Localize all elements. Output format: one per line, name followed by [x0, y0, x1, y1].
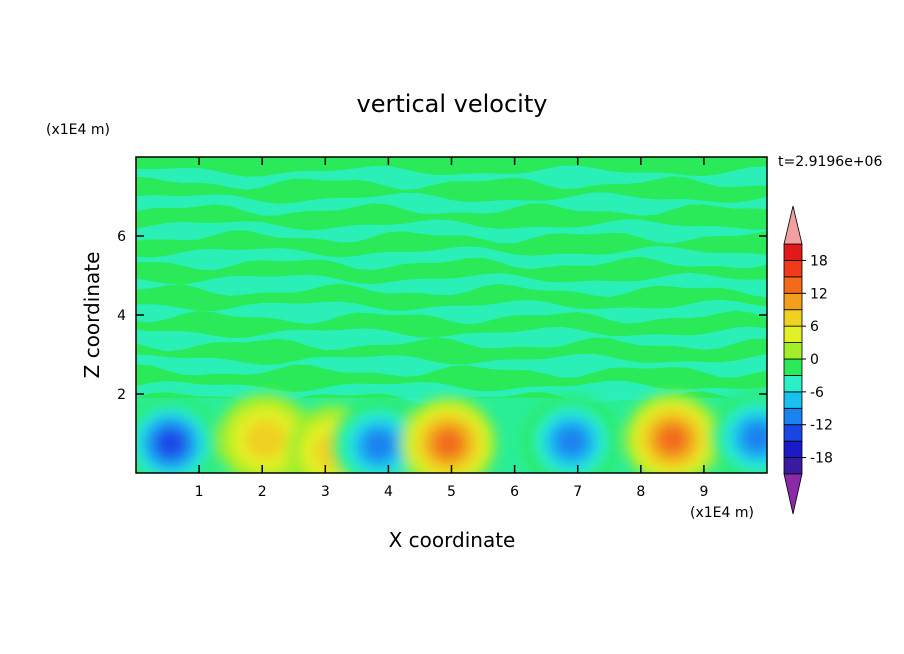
colorbar-tick-label: -12	[810, 418, 833, 434]
x-tick-label: 3	[321, 484, 330, 500]
velocity-cell-contour	[741, 421, 767, 454]
colorbar-min-arrow	[783, 473, 803, 515]
cell-group	[136, 391, 767, 473]
colorbar-max-arrow	[783, 205, 803, 245]
colorbar-swatch	[783, 292, 803, 311]
y-axis-label: Z coordinate	[80, 252, 104, 379]
colorbar-tick-label: 18	[810, 253, 828, 269]
velocity-cell-contour	[245, 420, 286, 459]
x-tick-label: 2	[258, 484, 267, 500]
x-tick-label: 6	[510, 484, 519, 500]
colorbar-swatch	[783, 391, 803, 409]
y-tick-label: 6	[117, 229, 126, 245]
field-band	[136, 219, 767, 244]
x-tick-label: 7	[573, 484, 582, 500]
colorbar: -18 -12 -6 0 6 12 18	[783, 205, 833, 515]
field-band	[136, 272, 767, 298]
colorbar-tick-label: 12	[810, 286, 828, 302]
field-band	[136, 326, 767, 352]
y-unit-label: (x1E4 m)	[46, 122, 110, 138]
x-tick-label: 4	[384, 484, 393, 500]
x-tick-label: 8	[636, 484, 645, 500]
velocity-cell-contour	[657, 425, 687, 454]
colorbar-swatch	[783, 243, 803, 261]
velocity-cell-contour	[156, 429, 186, 458]
plot-title: vertical velocity	[357, 90, 548, 118]
colorbar-swatch	[783, 325, 803, 343]
x-tick-label: 5	[447, 484, 456, 500]
y-axis: 2 4 6	[117, 229, 767, 403]
x-tick-label: 9	[699, 484, 708, 500]
x-tick-label: 1	[195, 484, 204, 500]
velocity-cell-contour	[554, 425, 588, 458]
x-axis-label: X coordinate	[389, 528, 516, 552]
field-band	[136, 299, 767, 325]
colorbar-tick-label: -18	[810, 451, 833, 467]
colorbar-swatch	[783, 424, 803, 442]
colorbar-tick-label: -6	[810, 385, 824, 401]
x-axis: 1 2 3 4 5 6 7 8 9	[195, 157, 708, 500]
colorbar-swatch	[783, 375, 803, 393]
time-label: t=2.9196e+06	[778, 154, 882, 170]
velocity-cell-contour	[362, 429, 396, 462]
field-band	[136, 192, 767, 216]
contour-field	[136, 157, 767, 473]
field-band	[136, 353, 767, 378]
field-band	[136, 246, 767, 271]
x-unit-label: (x1E4 m)	[690, 505, 754, 521]
colorbar-swatch	[783, 440, 803, 458]
colorbar-swatch	[783, 260, 803, 278]
field-band	[136, 165, 767, 191]
colorbar-tick-label: 0	[810, 352, 819, 368]
colorbar-swatch	[783, 358, 803, 376]
colorbar-tick-label: 6	[810, 319, 819, 335]
colorbar-swatch	[783, 457, 803, 475]
velocity-cell-contour	[433, 429, 463, 458]
colorbar-swatch	[783, 309, 803, 327]
colorbar-swatch	[783, 407, 803, 426]
y-tick-label: 4	[117, 308, 126, 324]
colorbar-swatch	[783, 342, 803, 360]
colorbar-swatch	[783, 276, 803, 294]
y-tick-label: 2	[117, 387, 126, 403]
